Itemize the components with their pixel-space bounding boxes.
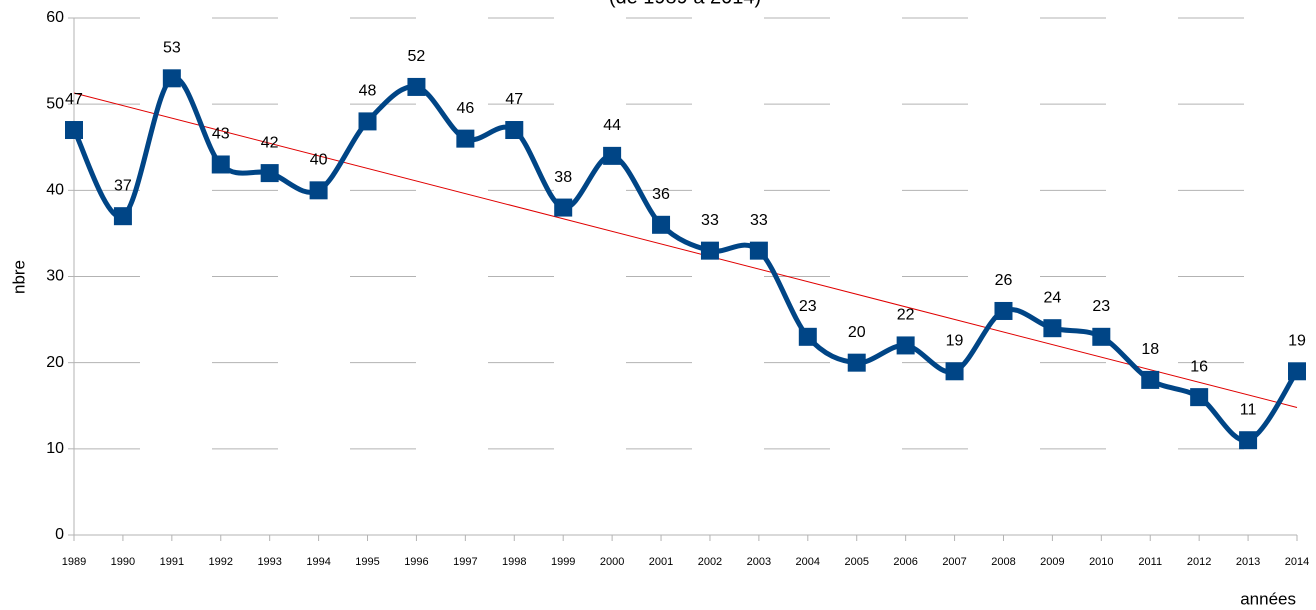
marker [847,353,866,372]
x-tick-label: 1994 [306,556,330,568]
chart-subtitle: (de 1989 à 2014) [609,0,761,8]
x-tick-label: 2001 [649,556,673,568]
x-tick-label: 2000 [600,556,624,568]
y-tick-label: 10 [46,440,64,457]
data-label: 23 [799,298,817,315]
x-tick-label: 2007 [942,556,966,568]
marker [1288,362,1306,381]
x-tick-label: 1989 [62,556,86,568]
x-tick-label: 2009 [1040,556,1064,568]
marker [798,327,817,346]
x-tick-label: 2011 [1138,556,1162,568]
data-label: 48 [359,83,377,100]
marker [603,146,622,165]
x-tick-label: 1990 [111,556,135,568]
data-label: 11 [1240,401,1257,418]
data-label: 26 [995,272,1013,289]
y-tick-label: 30 [46,268,64,285]
marker [652,215,671,234]
x-tick-label: 2013 [1236,556,1260,568]
data-label: 16 [1190,358,1208,375]
data-label: 44 [603,117,621,134]
data-label: 47 [505,91,523,108]
data-label: 52 [408,48,426,65]
x-tick-label: 2010 [1089,556,1113,568]
data-label: 38 [554,169,572,186]
marker [162,69,181,88]
data-label: 19 [1288,333,1306,350]
x-tick-label: 1996 [404,556,428,568]
x-tick-label: 2005 [844,556,868,568]
y-tick-label: 50 [46,95,64,112]
marker [407,77,426,96]
marker [309,181,328,200]
y-tick-label: 60 [46,9,64,26]
data-label: 33 [701,212,719,229]
marker [65,121,83,140]
marker [945,362,964,381]
data-label: 42 [261,134,279,151]
x-tick-label: 2006 [893,556,917,568]
x-tick-label: 2003 [747,556,771,568]
data-label: 37 [114,177,132,194]
data-label: 23 [1092,298,1110,315]
marker [896,336,915,355]
y-tick-label: 0 [55,526,64,543]
data-label: 47 [65,91,83,108]
data-label: 33 [750,212,768,229]
marker [358,112,377,131]
series-line [71,75,1300,443]
y-tick-label: 40 [46,182,64,199]
x-tick-label: 1999 [551,556,575,568]
marker [749,241,768,260]
data-label: 18 [1141,341,1159,358]
y-axis-label: nbre [9,260,28,294]
data-label: 46 [456,100,474,117]
y-tick-label: 20 [46,354,64,371]
marker [994,301,1013,320]
data-label: 24 [1044,289,1062,306]
data-label: 19 [946,333,964,350]
x-tick-label: 2014 [1285,556,1309,568]
marker [554,198,573,217]
x-tick-label: 1998 [502,556,526,568]
marker [700,241,719,260]
x-axis-label: années [1240,589,1296,608]
x-tick-label: 1995 [355,556,379,568]
data-label: 43 [212,126,230,143]
marker [1043,319,1062,338]
marker [456,129,475,148]
x-tick-label: 1993 [257,556,281,568]
trendline [73,92,1298,408]
x-tick-label: 2008 [991,556,1015,568]
data-label: 22 [897,307,915,324]
data-label: 53 [163,40,181,57]
marker [505,121,524,140]
x-tick-label: 2002 [698,556,722,568]
marker [1092,327,1111,346]
marker [1239,431,1258,450]
data-label: 20 [848,324,866,341]
data-label: 36 [652,186,670,203]
x-tick-label: 1992 [209,556,233,568]
marker [1141,370,1160,389]
x-tick-label: 2004 [796,556,820,568]
marker [260,164,279,183]
marker [1190,388,1209,407]
x-tick-label: 1997 [453,556,477,568]
data-label: 40 [310,152,328,169]
x-tick-label: 1991 [160,556,184,568]
x-tick-label: 2012 [1187,556,1211,568]
marker [113,207,132,226]
marker [211,155,230,174]
